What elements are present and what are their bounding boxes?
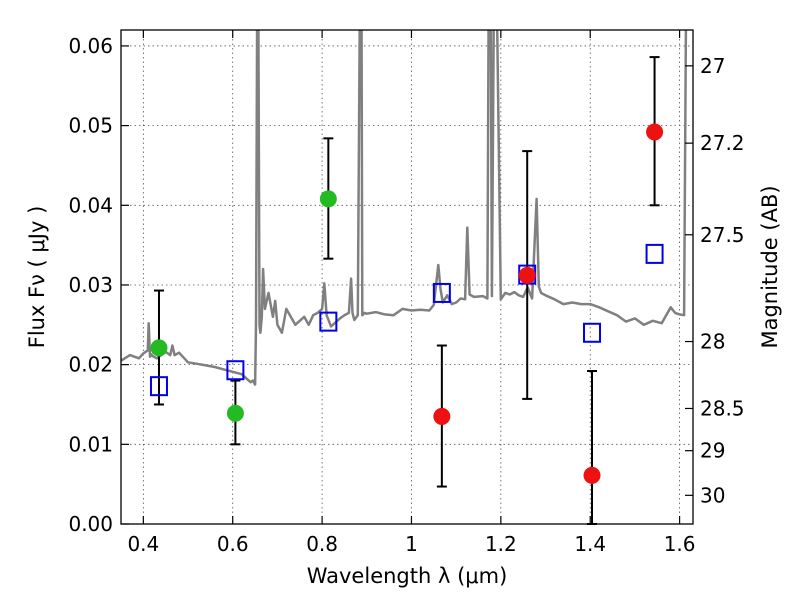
right-tick-label: 27.5 (700, 223, 745, 247)
x-tick-label: 1.6 (664, 532, 696, 556)
y-tick-label: 0.06 (68, 34, 113, 58)
y-tick-label: 0.00 (68, 512, 113, 536)
detection-point (319, 190, 337, 208)
x-tick-label: 1.4 (574, 532, 606, 556)
x-tick-label: 1.2 (485, 532, 517, 556)
low-significance-point (583, 466, 601, 484)
right-y-axis-label: Magnitude (AB) (758, 185, 782, 348)
right-tick-label: 29 (700, 439, 725, 463)
low-significance-point (433, 407, 451, 425)
right-tick-label: 30 (700, 483, 725, 507)
detection-point (150, 339, 168, 357)
y-tick-label: 0.04 (68, 193, 113, 217)
x-tick-label: 0.8 (306, 532, 338, 556)
y-axis-label: Flux Fν ( μJy ) (25, 206, 49, 349)
model-point (432, 282, 451, 303)
y-tick-label: 0.05 (68, 114, 113, 138)
x-tick-label: 0.6 (217, 532, 249, 556)
model-point (645, 243, 664, 264)
model-point (583, 322, 602, 343)
spectrum-line (121, 30, 688, 386)
model-point (149, 376, 168, 397)
axes-layer: 0.4 0.6 0.8 1 1.2 1.4 1.6 0.00 0.01 0.02 0.03 0.04 0… (68, 30, 745, 556)
detection-point (226, 404, 244, 422)
right-tick-label: 28 (700, 330, 725, 354)
y-tick-label: 0.01 (68, 432, 113, 456)
right-tick-label: 27.2 (700, 131, 745, 155)
x-tick-label: 0.4 (127, 532, 159, 556)
low-significance-point (646, 123, 664, 141)
model-point (226, 360, 245, 381)
right-tick-label: 27 (700, 54, 725, 78)
plot-frame (120, 29, 694, 525)
model-point (319, 311, 338, 332)
y-tick-label: 0.02 (68, 353, 113, 377)
x-tick-label: 1 (405, 532, 418, 556)
x-axis-label: Wavelength λ (μm) (307, 564, 508, 588)
right-tick-label: 28.5 (700, 396, 745, 420)
markers-layer (149, 56, 664, 525)
y-tick-label: 0.03 (68, 273, 113, 297)
low-significance-point (518, 266, 536, 284)
spectrum-layer (121, 30, 688, 386)
grid-lines (121, 30, 693, 525)
